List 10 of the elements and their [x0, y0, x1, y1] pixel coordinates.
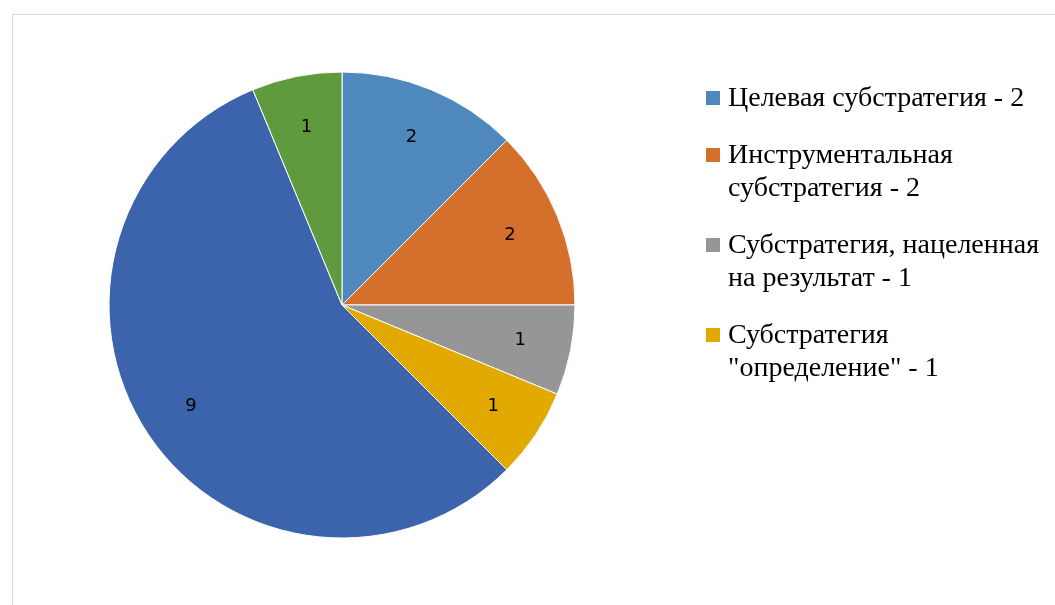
legend-label: Целевая субстратегия - 2: [728, 81, 1025, 112]
data-label: 1: [487, 393, 499, 415]
legend-label: Субстратегия "определение" - 1: [728, 318, 939, 382]
legend-label: Инструментальная субстратегия - 2: [728, 138, 953, 202]
data-label: 1: [300, 114, 313, 136]
data-label: 2: [504, 223, 516, 245]
legend-label: Субстратегия, нацеленная на результат - 1: [728, 228, 1040, 292]
data-label: 2: [405, 125, 418, 147]
data-label: 9: [185, 393, 197, 415]
data-label: 1: [514, 328, 526, 350]
